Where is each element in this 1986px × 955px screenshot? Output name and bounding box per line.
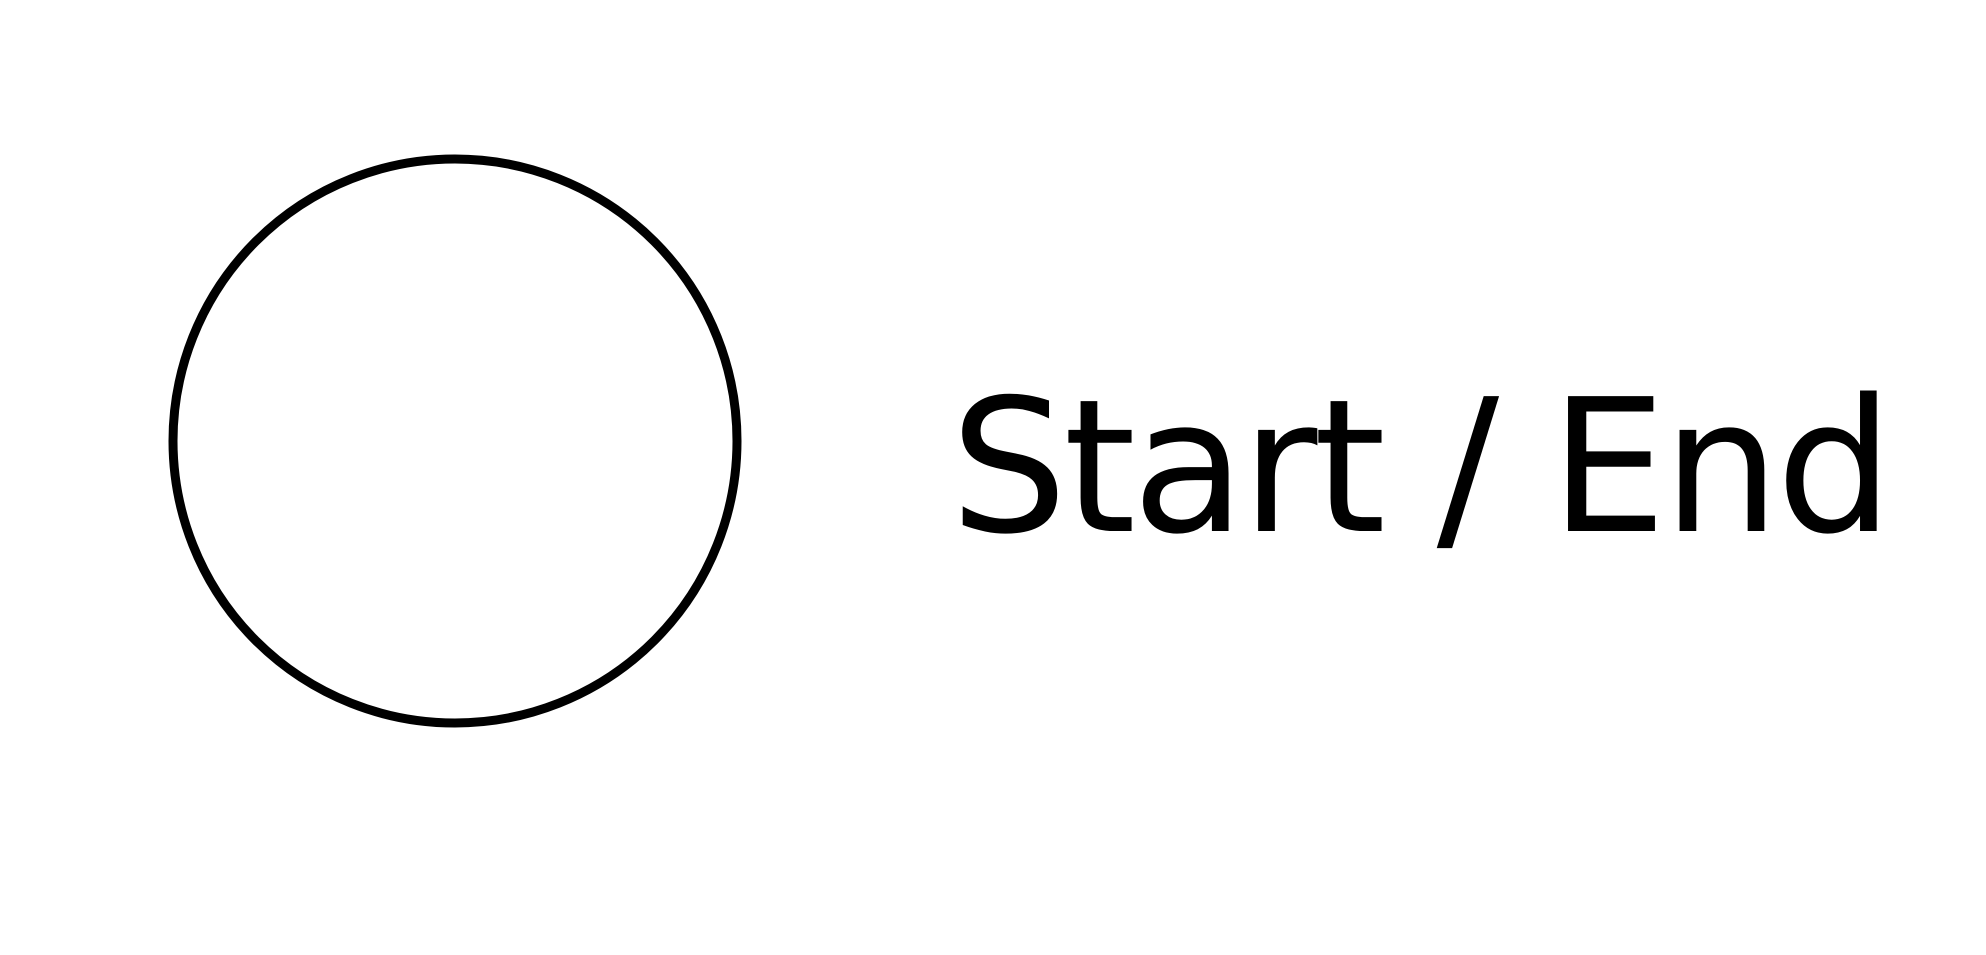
start-end-label: Start / End xyxy=(950,359,1893,575)
start-end-circle-shape xyxy=(168,154,742,728)
